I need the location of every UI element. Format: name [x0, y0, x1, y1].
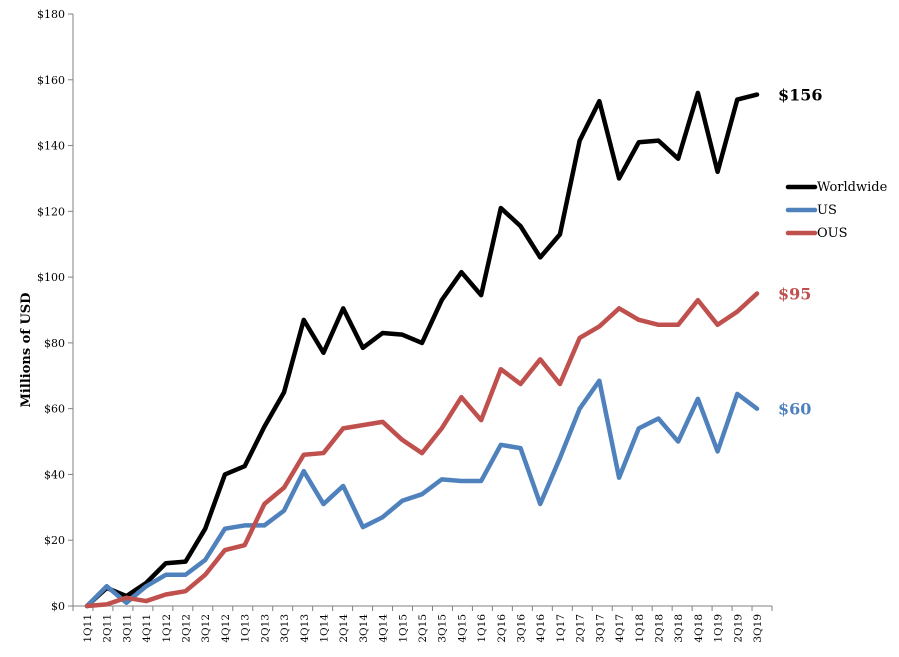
x-tick-label: 1Q11 [82, 614, 94, 643]
legend: Worldwide US OUS [785, 180, 888, 241]
end-label-us: $60 [778, 400, 811, 419]
x-tick-label: 2Q14 [338, 614, 350, 643]
x-tick-label: 1Q13 [240, 614, 252, 643]
y-axis-title: Millions of USD [19, 293, 34, 408]
x-tick-label: 2Q17 [575, 614, 587, 643]
x-tick-label: 4Q15 [456, 614, 468, 643]
y-tick-label: $40 [44, 468, 65, 481]
x-tick-label: 3Q16 [516, 614, 528, 643]
x-tick-label: 2Q15 [417, 614, 429, 643]
x-tick-label: 2Q19 [732, 614, 744, 643]
y-tick-label: $160 [37, 74, 65, 87]
series-end-labels: $156 $60 $95 [778, 86, 823, 419]
series-lines [84, 90, 760, 609]
y-tick-label: $140 [37, 140, 65, 153]
x-tick-label: 1Q14 [318, 614, 330, 643]
x-tick-label: 2Q13 [259, 614, 271, 643]
x-tick-label: 4Q16 [535, 614, 547, 643]
x-tick-label: 3Q14 [358, 614, 370, 643]
y-tick-label: $120 [37, 205, 65, 218]
end-label-worldwide: $156 [778, 86, 823, 105]
x-tick-label: 3Q13 [279, 614, 291, 643]
x-tick-label: 2Q11 [102, 614, 114, 643]
series-line-ous [84, 291, 760, 609]
legend-label-us: US [817, 203, 837, 218]
x-tick-label: 4Q18 [693, 614, 705, 643]
x-tick-label: 3Q19 [752, 614, 764, 643]
series-line-us [84, 378, 760, 609]
legend-label-worldwide: Worldwide [817, 180, 888, 195]
x-axis-ticks: 1Q11 2Q11 3Q11 4Q11 1Q12 2Q12 3Q12 4Q12 1Q13 2Q13… [72, 606, 773, 643]
x-tick-label: 3Q17 [594, 614, 606, 643]
x-tick-label: 1Q16 [476, 614, 488, 643]
x-tick-label: 1Q12 [161, 614, 173, 643]
x-tick-label: 1Q15 [397, 614, 409, 643]
x-tick-label: 4Q12 [220, 614, 232, 643]
x-tick-label: 1Q17 [555, 614, 567, 643]
x-tick-label: 2Q16 [496, 614, 508, 643]
x-tick-label: 3Q15 [437, 614, 449, 643]
end-label-ous: $95 [778, 285, 811, 304]
legend-label-ous: OUS [817, 226, 848, 241]
y-tick-label: $20 [44, 534, 65, 547]
x-tick-label: 3Q12 [200, 614, 212, 643]
series-line-worldwide [84, 90, 760, 609]
x-tick-label: 1Q18 [634, 614, 646, 643]
x-tick-label: 2Q12 [181, 614, 193, 643]
y-tick-label: $100 [37, 271, 65, 284]
x-tick-label: 4Q13 [299, 614, 311, 643]
x-tick-label: 4Q14 [378, 614, 390, 643]
y-axis-ticks: $0 $20 $40 $60 $80 $100 $120 $140 $160 $180 [37, 8, 73, 613]
y-tick-label: $180 [37, 8, 65, 21]
x-tick-label: 1Q19 [713, 614, 725, 643]
y-tick-label: $80 [44, 337, 65, 350]
x-tick-label: 3Q18 [673, 614, 685, 643]
y-tick-label: $60 [44, 403, 65, 416]
x-tick-label: 3Q11 [121, 614, 133, 643]
x-tick-label: 2Q18 [653, 614, 665, 643]
x-tick-label: 4Q11 [141, 614, 153, 643]
x-tick-label: 4Q17 [614, 614, 626, 643]
y-tick-label: $0 [51, 600, 65, 613]
